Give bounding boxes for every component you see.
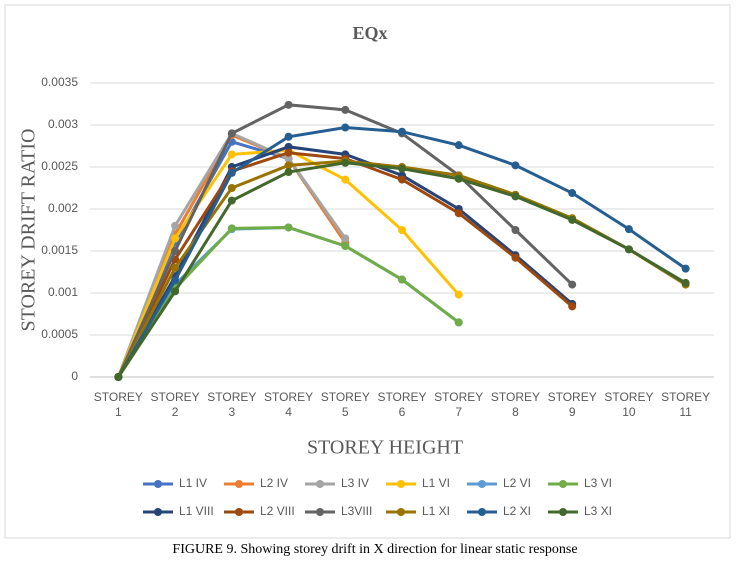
- data-point: [341, 242, 349, 250]
- legend-marker: [235, 508, 243, 516]
- x-tick-label: STOREY 9: [545, 390, 599, 420]
- data-point: [625, 225, 633, 233]
- y-tick-label: 0.002: [48, 201, 78, 215]
- legend-label: L1 VI: [422, 476, 450, 490]
- x-axis-label: STOREY HEIGHT: [307, 437, 463, 459]
- data-point: [228, 224, 236, 232]
- x-tick-label: STOREY 1: [91, 390, 145, 420]
- data-point: [171, 287, 179, 295]
- data-point: [511, 161, 519, 169]
- legend-marker: [478, 480, 486, 488]
- legend-marker: [478, 508, 486, 516]
- legend-label: L3VIII: [341, 504, 372, 518]
- legend-marker: [559, 508, 567, 516]
- chart: EQx STOREY HEIGHT STOREY DRIFT RATIO FIG…: [0, 0, 751, 569]
- data-point: [398, 165, 406, 173]
- data-point: [285, 101, 293, 109]
- page: EQx STOREY HEIGHT STOREY DRIFT RATIO FIG…: [0, 0, 751, 569]
- legend-label: L1 VIII: [179, 504, 214, 518]
- data-point: [511, 254, 519, 262]
- data-point: [341, 176, 349, 184]
- data-point: [455, 209, 463, 217]
- data-point: [171, 222, 179, 230]
- data-point: [341, 106, 349, 114]
- data-point: [285, 149, 293, 157]
- data-point: [398, 128, 406, 136]
- data-point: [228, 184, 236, 192]
- legend-label: L2 VI: [503, 476, 531, 490]
- legend-label: L2 XI: [503, 504, 531, 518]
- x-tick-label: STOREY 2: [148, 390, 202, 420]
- data-point: [625, 245, 633, 253]
- data-point: [568, 281, 576, 289]
- x-tick-label: STOREY 6: [375, 390, 429, 420]
- legend-marker: [316, 480, 324, 488]
- data-point: [171, 276, 179, 284]
- data-point: [285, 133, 293, 141]
- legend-label: L3 IV: [341, 476, 369, 490]
- x-tick-label: STOREY 8: [488, 390, 542, 420]
- y-tick-label: 0.0005: [41, 327, 78, 341]
- legend-marker: [154, 480, 162, 488]
- data-point: [285, 223, 293, 231]
- x-tick-label: STOREY 5: [318, 390, 372, 420]
- legend-label: L1 XI: [422, 504, 450, 518]
- data-point: [228, 197, 236, 205]
- data-point: [228, 150, 236, 158]
- data-point: [511, 192, 519, 200]
- data-point: [285, 168, 293, 176]
- data-point: [341, 124, 349, 132]
- data-point: [568, 302, 576, 310]
- data-point: [398, 176, 406, 184]
- x-tick-label: STOREY 3: [205, 390, 259, 420]
- y-tick-label: 0.001: [48, 285, 78, 299]
- y-tick-label: 0.0025: [41, 159, 78, 173]
- legend-marker: [397, 508, 405, 516]
- data-point: [228, 129, 236, 137]
- data-point: [171, 247, 179, 255]
- data-point: [455, 291, 463, 299]
- legend-marker: [559, 480, 567, 488]
- legend-marker: [235, 480, 243, 488]
- data-point: [398, 276, 406, 284]
- x-tick-label: STOREY 10: [602, 390, 656, 420]
- x-tick-label: STOREY 4: [262, 390, 316, 420]
- data-point: [171, 264, 179, 272]
- data-point: [568, 189, 576, 197]
- data-point: [682, 265, 690, 273]
- data-point: [455, 318, 463, 326]
- y-tick-label: 0.0035: [41, 75, 78, 89]
- data-point: [171, 234, 179, 242]
- data-point: [455, 141, 463, 149]
- x-tick-label: STOREY 7: [432, 390, 486, 420]
- data-point: [511, 226, 519, 234]
- legend-marker: [154, 508, 162, 516]
- x-tick-label: STOREY 11: [659, 390, 713, 420]
- data-point: [398, 226, 406, 234]
- legend-marker: [397, 480, 405, 488]
- y-axis-label: STOREY DRIFT RATIO: [18, 129, 40, 332]
- data-point: [455, 175, 463, 183]
- legend-label: L3 XI: [584, 504, 612, 518]
- data-point: [568, 216, 576, 224]
- data-point: [682, 279, 690, 287]
- legend-label: L3 VI: [584, 476, 612, 490]
- data-point: [114, 373, 122, 381]
- y-tick-label: 0: [71, 369, 78, 383]
- data-point: [228, 169, 236, 177]
- data-point: [341, 159, 349, 167]
- y-tick-label: 0.0015: [41, 243, 78, 257]
- legend-marker: [316, 508, 324, 516]
- y-tick-label: 0.003: [48, 117, 78, 131]
- legend-label: L2 IV: [260, 476, 288, 490]
- legend-label: L1 IV: [179, 476, 207, 490]
- data-point: [341, 234, 349, 242]
- chart-title: EQx: [352, 23, 387, 43]
- caption: FIGURE 9. Showing storey drift in X dire…: [172, 542, 577, 557]
- legend-label: L2 VIII: [260, 504, 295, 518]
